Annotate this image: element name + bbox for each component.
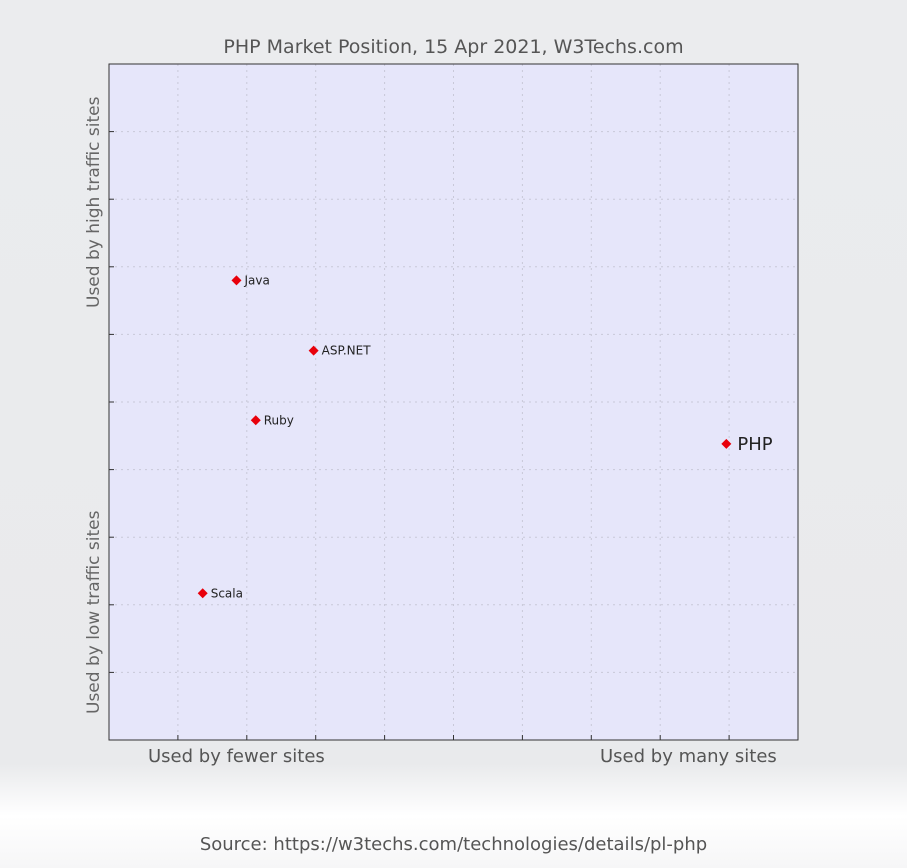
- x-axis-label-low: Used by fewer sites: [148, 746, 325, 767]
- point-marker: [721, 438, 732, 449]
- axis-ticks: [109, 131, 730, 740]
- point-label: ASP.NET: [322, 344, 372, 358]
- y-axis-label-high: Used by high traffic sites: [84, 96, 104, 309]
- source-caption: Source: https://w3techs.com/technologies…: [199, 834, 708, 855]
- grid-lines: [109, 64, 798, 740]
- chart-title: PHP Market Position, 15 Apr 2021, W3Tech…: [223, 36, 684, 58]
- point-marker: [231, 275, 242, 286]
- data-point-asp-net: ASP.NET: [308, 344, 372, 358]
- data-points: Java ASP.NET Ruby PHP Scala: [197, 273, 773, 600]
- point-label: Scala: [211, 586, 243, 600]
- point-label: Java: [243, 273, 269, 287]
- point-marker: [197, 588, 208, 599]
- point-label: PHP: [737, 434, 772, 455]
- data-point-ruby: Ruby: [250, 413, 294, 427]
- y-axis-label-low: Used by low traffic sites: [84, 510, 104, 714]
- point-label: Ruby: [264, 413, 294, 427]
- point-marker: [308, 345, 319, 356]
- x-axis-label-high: Used by many sites: [600, 746, 777, 767]
- point-marker: [250, 415, 261, 426]
- data-point-java: Java: [231, 273, 270, 287]
- plot-frame: [108, 63, 799, 741]
- data-point-scala: Scala: [197, 586, 243, 600]
- data-point-php: PHP: [721, 434, 773, 455]
